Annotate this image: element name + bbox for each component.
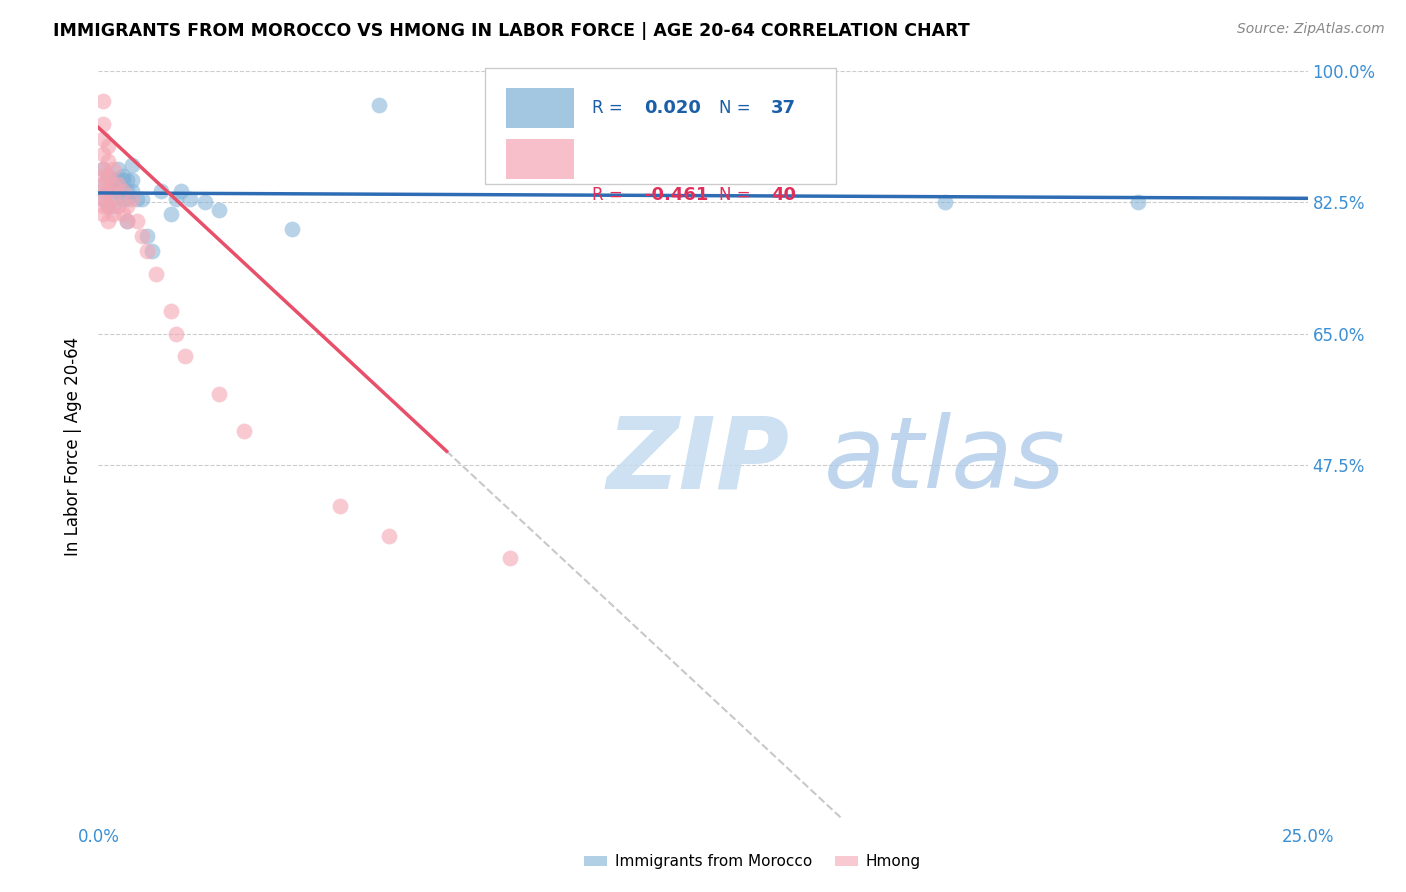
Point xyxy=(101,173,124,187)
Point xyxy=(91,184,114,198)
Point xyxy=(208,386,231,401)
Point xyxy=(117,214,139,228)
Point xyxy=(135,229,157,244)
Legend: Immigrants from Morocco, Hmong: Immigrants from Morocco, Hmong xyxy=(578,848,927,875)
Text: atlas: atlas xyxy=(824,412,1066,509)
Text: R =: R = xyxy=(592,186,627,204)
Point xyxy=(107,173,129,187)
Point xyxy=(107,184,129,198)
Text: N =: N = xyxy=(718,99,755,117)
Point xyxy=(91,207,114,221)
Point xyxy=(91,95,114,109)
Point xyxy=(131,229,153,244)
Point xyxy=(174,349,197,363)
Text: 37: 37 xyxy=(770,99,796,117)
Point xyxy=(368,98,391,112)
Point xyxy=(97,184,120,198)
Point xyxy=(97,199,120,213)
Text: 40: 40 xyxy=(770,186,796,204)
Point xyxy=(101,207,124,221)
Point xyxy=(107,199,129,213)
Point xyxy=(97,169,120,184)
Point xyxy=(145,267,167,281)
Point xyxy=(91,132,114,146)
Point xyxy=(208,202,231,217)
Point xyxy=(101,184,124,198)
Point xyxy=(179,192,201,206)
Point xyxy=(97,184,120,198)
Point xyxy=(91,161,114,176)
Point xyxy=(135,244,157,259)
Point xyxy=(377,529,399,543)
Y-axis label: In Labor Force | Age 20-64: In Labor Force | Age 20-64 xyxy=(65,336,83,556)
Text: N =: N = xyxy=(718,186,755,204)
Point xyxy=(101,199,124,213)
FancyBboxPatch shape xyxy=(506,87,574,128)
Text: ZIP: ZIP xyxy=(606,412,789,509)
Point xyxy=(121,158,143,172)
Point xyxy=(107,161,129,176)
Point xyxy=(160,304,183,318)
FancyBboxPatch shape xyxy=(506,139,574,179)
Point xyxy=(111,207,134,221)
Point xyxy=(107,177,129,191)
Point xyxy=(97,214,120,228)
Point xyxy=(117,199,139,213)
Text: R =: R = xyxy=(592,99,627,117)
Text: -0.461: -0.461 xyxy=(644,186,709,204)
Point xyxy=(91,192,114,206)
Point xyxy=(91,117,114,131)
FancyBboxPatch shape xyxy=(485,68,837,184)
Point xyxy=(111,192,134,206)
Point xyxy=(117,173,139,187)
Point xyxy=(97,154,120,169)
Point xyxy=(97,199,120,213)
Point xyxy=(101,192,124,206)
Point xyxy=(101,161,124,176)
Point xyxy=(111,169,134,184)
Point xyxy=(121,184,143,198)
Point xyxy=(232,424,254,438)
Point xyxy=(97,169,120,184)
Point xyxy=(934,195,956,210)
Point xyxy=(91,146,114,161)
Text: IMMIGRANTS FROM MOROCCO VS HMONG IN LABOR FORCE | AGE 20-64 CORRELATION CHART: IMMIGRANTS FROM MOROCCO VS HMONG IN LABO… xyxy=(53,22,970,40)
Point xyxy=(165,326,187,341)
Point xyxy=(498,551,520,566)
Point xyxy=(117,214,139,228)
Point xyxy=(169,184,191,198)
Point xyxy=(121,192,143,206)
Point xyxy=(121,173,143,187)
Text: 0.020: 0.020 xyxy=(644,99,700,117)
Point xyxy=(160,207,183,221)
Point xyxy=(131,192,153,206)
Point xyxy=(117,184,139,198)
Point xyxy=(97,139,120,153)
Point xyxy=(91,177,114,191)
Point xyxy=(91,199,114,213)
Point xyxy=(281,221,304,235)
Text: Source: ZipAtlas.com: Source: ZipAtlas.com xyxy=(1237,22,1385,37)
Point xyxy=(141,244,163,259)
Point xyxy=(117,192,139,206)
Point xyxy=(127,214,149,228)
Point xyxy=(1128,195,1150,210)
Point xyxy=(91,161,114,176)
Point xyxy=(91,177,114,191)
Point xyxy=(165,192,187,206)
Point xyxy=(194,195,217,210)
Point xyxy=(111,173,134,187)
Point xyxy=(91,192,114,206)
Point xyxy=(91,169,114,184)
Point xyxy=(111,184,134,198)
Point xyxy=(127,192,149,206)
Point xyxy=(150,184,173,198)
Point xyxy=(101,177,124,191)
Point xyxy=(329,499,352,513)
